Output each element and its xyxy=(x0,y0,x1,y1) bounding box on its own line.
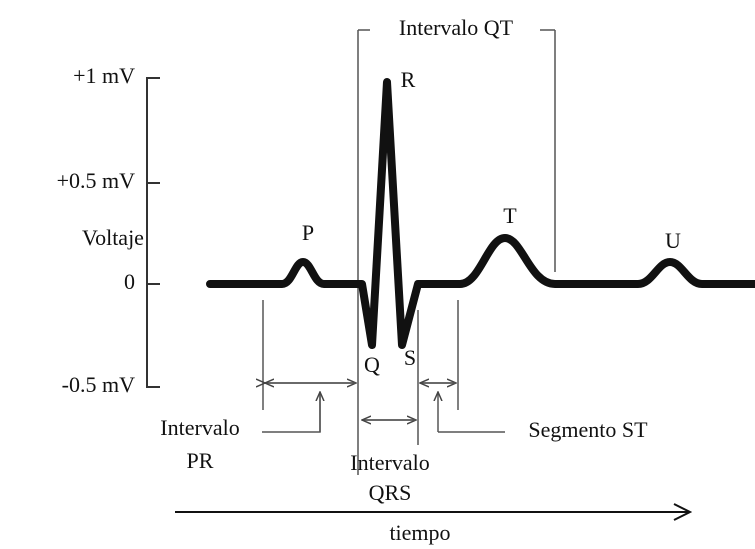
y-axis-label: Voltaje xyxy=(82,225,144,250)
wave-label: P xyxy=(302,220,314,245)
qt-label: Intervalo QT xyxy=(399,15,514,40)
ecg-trace xyxy=(206,78,755,349)
time-label: tiempo xyxy=(389,520,450,545)
qt-label-bg xyxy=(370,16,540,44)
y-axis xyxy=(146,77,160,388)
wave-label: T xyxy=(503,203,517,228)
st-label: Segmento ST xyxy=(528,417,648,442)
interval-guides xyxy=(262,300,505,445)
qrs-label: QRS xyxy=(369,480,412,505)
y-tick-label: +0.5 mV xyxy=(57,168,136,193)
wave-label: S xyxy=(404,345,416,370)
y-tick-label: +1 mV xyxy=(73,63,135,88)
pr-label: PR xyxy=(187,448,214,473)
y-tick-label: -0.5 mV xyxy=(62,372,135,397)
pr-label: Intervalo xyxy=(160,415,239,440)
qrs-label: Intervalo xyxy=(350,450,429,475)
wave-label: Q xyxy=(364,352,380,377)
y-tick-label: 0 xyxy=(124,269,135,294)
wave-label: U xyxy=(665,228,681,253)
wave-label: R xyxy=(401,67,416,92)
